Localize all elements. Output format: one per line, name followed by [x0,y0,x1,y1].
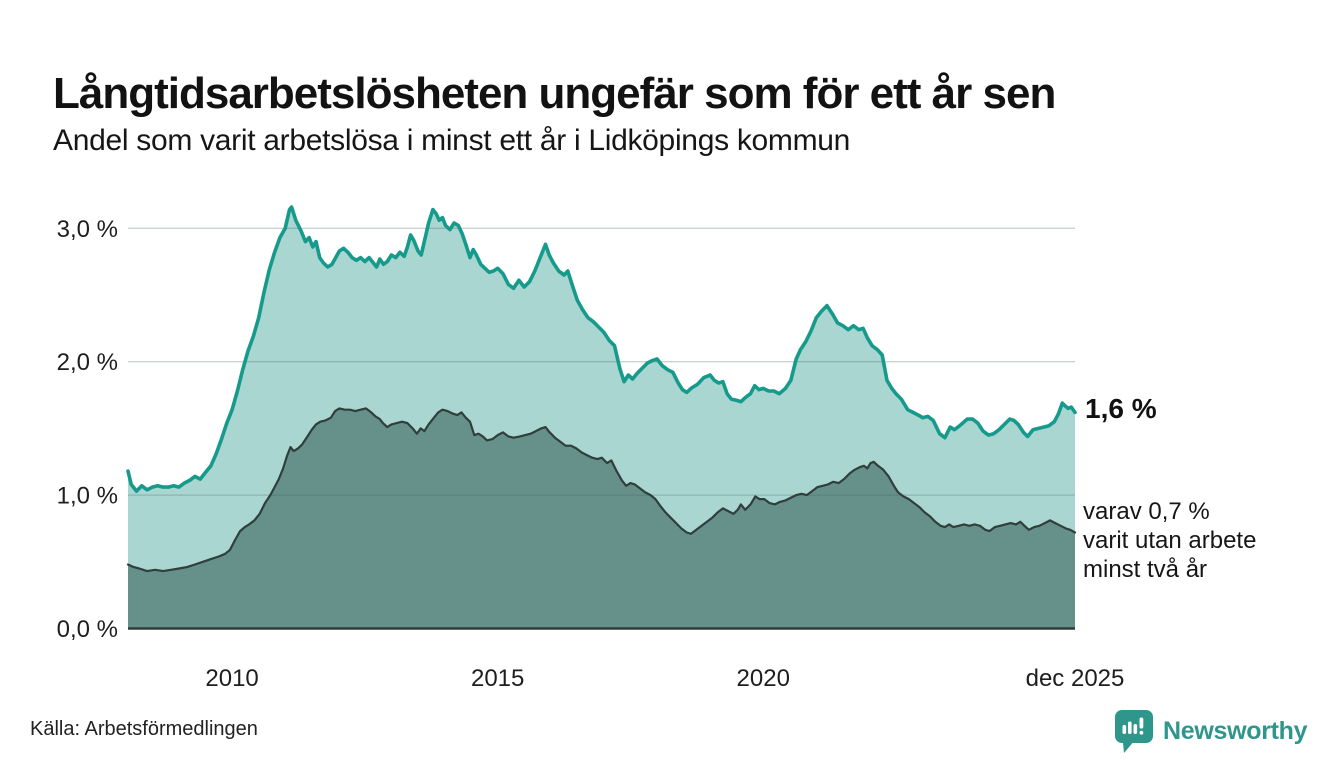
secondary-annotation-line-1: varav 0,7 % [1083,498,1210,525]
page-title: Långtidsarbetslösheten ungefär som för e… [53,69,1056,119]
page-subtitle: Andel som varit arbetslösa i minst ett å… [53,124,851,157]
line-unemployed-two-years [126,407,1077,573]
secondary-annotation-line-2: varit utan arbete [1083,527,1257,554]
line-unemployed-one-year [126,205,1077,493]
x-axis-tick-label: 2010 [205,665,258,692]
y-axis-tick-label: 0,0 % [57,616,118,643]
y-axis-tick-label: 3,0 % [57,216,118,243]
y-axis-tick-label: 1,0 % [57,483,118,510]
area-fill-unemployed-two-years [128,408,1075,629]
secondary-value-annotation: varav 0,7 % varit utan arbete minst två … [1083,497,1256,584]
secondary-annotation-line-3: minst två år [1083,556,1208,583]
latest-value-label: 1,6 % [1085,393,1157,424]
x-axis-tick-label: 2015 [471,665,524,692]
x-axis-tick-label: dec 2025 [1026,665,1125,692]
newsworthy-speech-bubble-chart-icon [1115,710,1153,753]
y-axis-tick-label: 2,0 % [57,349,118,376]
source-attribution: Källa: Arbetsförmedlingen [30,718,258,740]
newsworthy-wordmark: Newsworthy [1163,717,1308,745]
x-axis-tick-label: 2020 [737,665,790,692]
newsworthy-brand: Newsworthy [1114,709,1308,754]
